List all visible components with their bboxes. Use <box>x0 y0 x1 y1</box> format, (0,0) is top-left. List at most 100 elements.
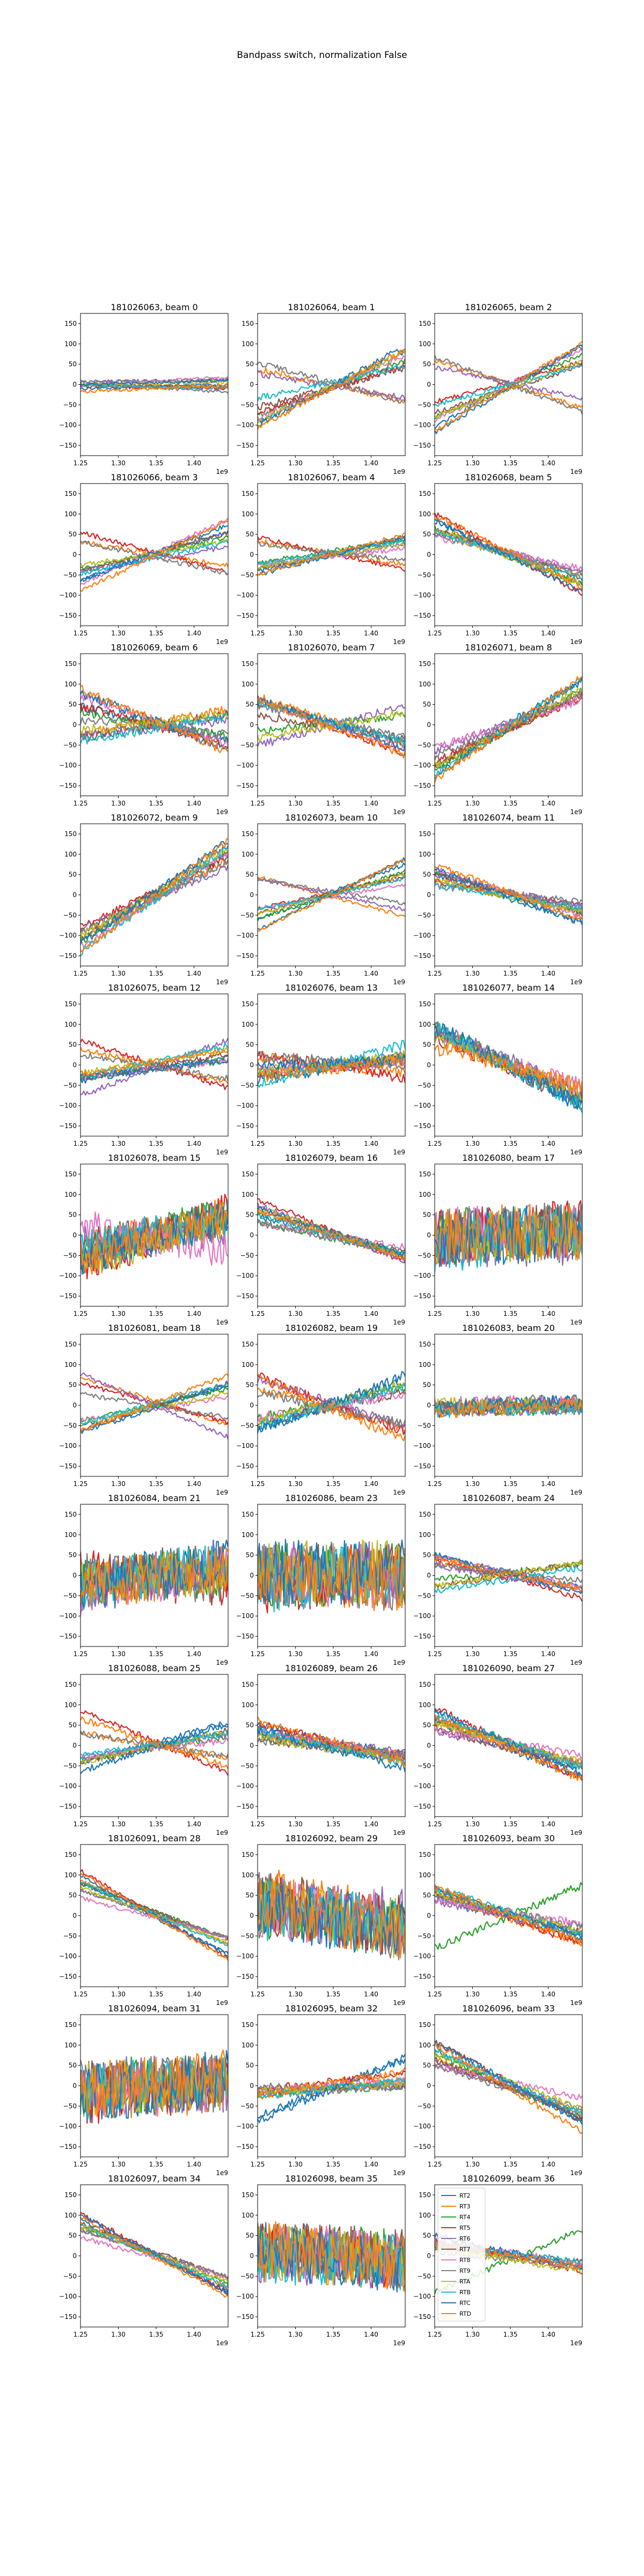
series-line-rtd <box>258 1716 405 1766</box>
series-line-rt5 <box>258 1198 405 1264</box>
x-tick-label: 1.25 <box>251 970 265 977</box>
y-tick-label: 50 <box>69 2232 77 2240</box>
y-tick-label: 50 <box>423 1381 431 1389</box>
y-tick-label: −150 <box>59 1973 77 1980</box>
series-line-rtd <box>258 532 405 576</box>
y-tick-label: 100 <box>64 1531 77 1539</box>
series-line-rtd <box>80 1872 228 1962</box>
x-tick-label: 1.30 <box>111 1480 126 1488</box>
y-tick-label: −100 <box>236 1102 254 1109</box>
y-tick-label: 50 <box>246 1381 254 1389</box>
subplot-panel: 181026076, beam 13 −150 −100 −50 0 50 100 150 1.… <box>236 983 406 1156</box>
y-tick-label: −150 <box>413 612 431 619</box>
series-line-rtc <box>258 1053 405 1072</box>
y-tick-label: 150 <box>241 830 254 838</box>
subplot-panel: 181026097, beam 34 −150 −100 −50 0 50 100 150 1.… <box>59 2174 229 2347</box>
series-lines <box>80 1372 228 1440</box>
y-tick-label: 0 <box>72 381 77 389</box>
x-tick-label: 1.25 <box>74 1820 88 1828</box>
y-tick-label: 150 <box>419 1681 431 1688</box>
series-line-rtd <box>258 1547 405 1608</box>
y-tick-label: 100 <box>241 1021 254 1028</box>
y-tick-label: −150 <box>413 2143 431 2150</box>
x-tick-label: 1.25 <box>428 459 442 467</box>
series-line-rtd <box>258 1209 405 1261</box>
x-tick-label: 1.35 <box>326 800 341 807</box>
y-tick-label: 150 <box>419 830 431 838</box>
series-line-rtc <box>435 1023 582 1110</box>
subplot-title: 181026093, beam 30 <box>462 1833 555 1843</box>
subplot-panel: 181026063, beam 0 −150 −100 −50 0 50 100 150 1.2… <box>59 302 229 475</box>
y-tick-label: 150 <box>241 2191 254 2199</box>
legend-label: RTB <box>459 2289 471 2296</box>
subplot-panel: 181026091, beam 28 −150 −100 −50 0 50 100 150 1.… <box>59 1833 229 2007</box>
y-tick-label: −50 <box>240 741 254 749</box>
y-tick-label: −100 <box>413 2123 431 2130</box>
series-line-rtb <box>80 1729 228 1759</box>
y-tick-label: −150 <box>236 782 254 789</box>
y-tick-label: 150 <box>64 1681 77 1688</box>
y-tick-label: 50 <box>69 2062 77 2069</box>
subplot-panel: 181026077, beam 14 −150 −100 −50 0 50 100 150 1.… <box>413 983 583 1156</box>
series-line-rtb <box>80 1382 228 1425</box>
y-tick-label: 150 <box>64 320 77 327</box>
series-line-rt9 <box>258 541 405 562</box>
x-offset-label: 1e9 <box>216 808 228 816</box>
x-tick-label: 1.35 <box>503 630 518 637</box>
x-tick-label: 1.35 <box>326 970 341 977</box>
x-tick-label: 1.30 <box>111 1140 126 1147</box>
x-tick-label: 1.35 <box>149 2161 164 2168</box>
series-line-rtb <box>80 1043 228 1079</box>
x-offset-label: 1e9 <box>393 1659 405 1666</box>
x-tick-label: 1.35 <box>326 1140 341 1147</box>
series-lines <box>80 1037 228 1096</box>
x-tick-label: 1.40 <box>187 970 201 977</box>
y-tick-label: 150 <box>241 1000 254 1008</box>
y-tick-label: −100 <box>59 2293 77 2300</box>
x-tick-label: 1.40 <box>187 1820 201 1828</box>
x-tick-label: 1.35 <box>326 2331 341 2338</box>
y-tick-label: −100 <box>59 1612 77 1620</box>
subplot-title: 181026095, beam 32 <box>285 2003 378 2014</box>
x-tick-label: 1.30 <box>111 630 126 637</box>
x-tick-label: 1.25 <box>251 1480 265 1488</box>
y-tick-label: 50 <box>246 1892 254 1899</box>
series-line-rtb <box>80 712 228 745</box>
subplot-panel: 181026064, beam 1 −150 −100 −50 0 50 100 150 1.2… <box>236 302 406 475</box>
series-line-rtd <box>435 516 582 590</box>
series-lines <box>80 1710 228 1776</box>
series-line-rt9 <box>258 1390 405 1428</box>
series-line-rtb <box>258 364 405 401</box>
y-tick-label: −50 <box>240 1252 254 1259</box>
y-tick-label: −150 <box>59 1292 77 1300</box>
subplot-panel: 181026086, beam 23 −150 −100 −50 0 50 100 150 1.… <box>236 1493 406 1666</box>
subplot-panel: 181026088, beam 25 −150 −100 −50 0 50 100 150 1.… <box>59 1663 229 1836</box>
x-tick-label: 1.35 <box>503 459 518 467</box>
y-tick-label: 50 <box>69 361 77 368</box>
series-lines <box>258 694 405 759</box>
subplot-title: 181026086, beam 23 <box>285 1493 378 1503</box>
x-tick-label: 1.25 <box>428 970 442 977</box>
y-tick-label: −100 <box>413 591 431 599</box>
y-tick-label: 150 <box>419 320 431 327</box>
series-line-rtd <box>258 1373 405 1441</box>
y-tick-label: 100 <box>241 2212 254 2219</box>
y-tick-label: −150 <box>236 2143 254 2150</box>
x-tick-label: 1.35 <box>503 1140 518 1147</box>
y-tick-label: 100 <box>64 1871 77 1879</box>
x-tick-label: 1.30 <box>111 459 126 467</box>
y-tick-label: 0 <box>72 891 77 899</box>
x-tick-label: 1.30 <box>465 2161 480 2168</box>
x-offset-label: 1e9 <box>216 978 228 986</box>
series-line-rtc <box>435 344 582 435</box>
series-lines <box>435 341 582 435</box>
y-tick-label: −150 <box>236 1292 254 1300</box>
series-lines <box>80 1194 228 1279</box>
y-tick-label: 0 <box>72 1402 77 1409</box>
y-tick-label: 150 <box>241 1851 254 1858</box>
y-tick-label: −150 <box>236 1973 254 1980</box>
series-line-rtb <box>258 1383 405 1430</box>
subplot-panel: 181026080, beam 17 −150 −100 −50 0 50 100 150 1.… <box>413 1153 583 1326</box>
subplot-title: 181026081, beam 18 <box>108 1323 201 1333</box>
series-line-rtd <box>80 1048 228 1077</box>
